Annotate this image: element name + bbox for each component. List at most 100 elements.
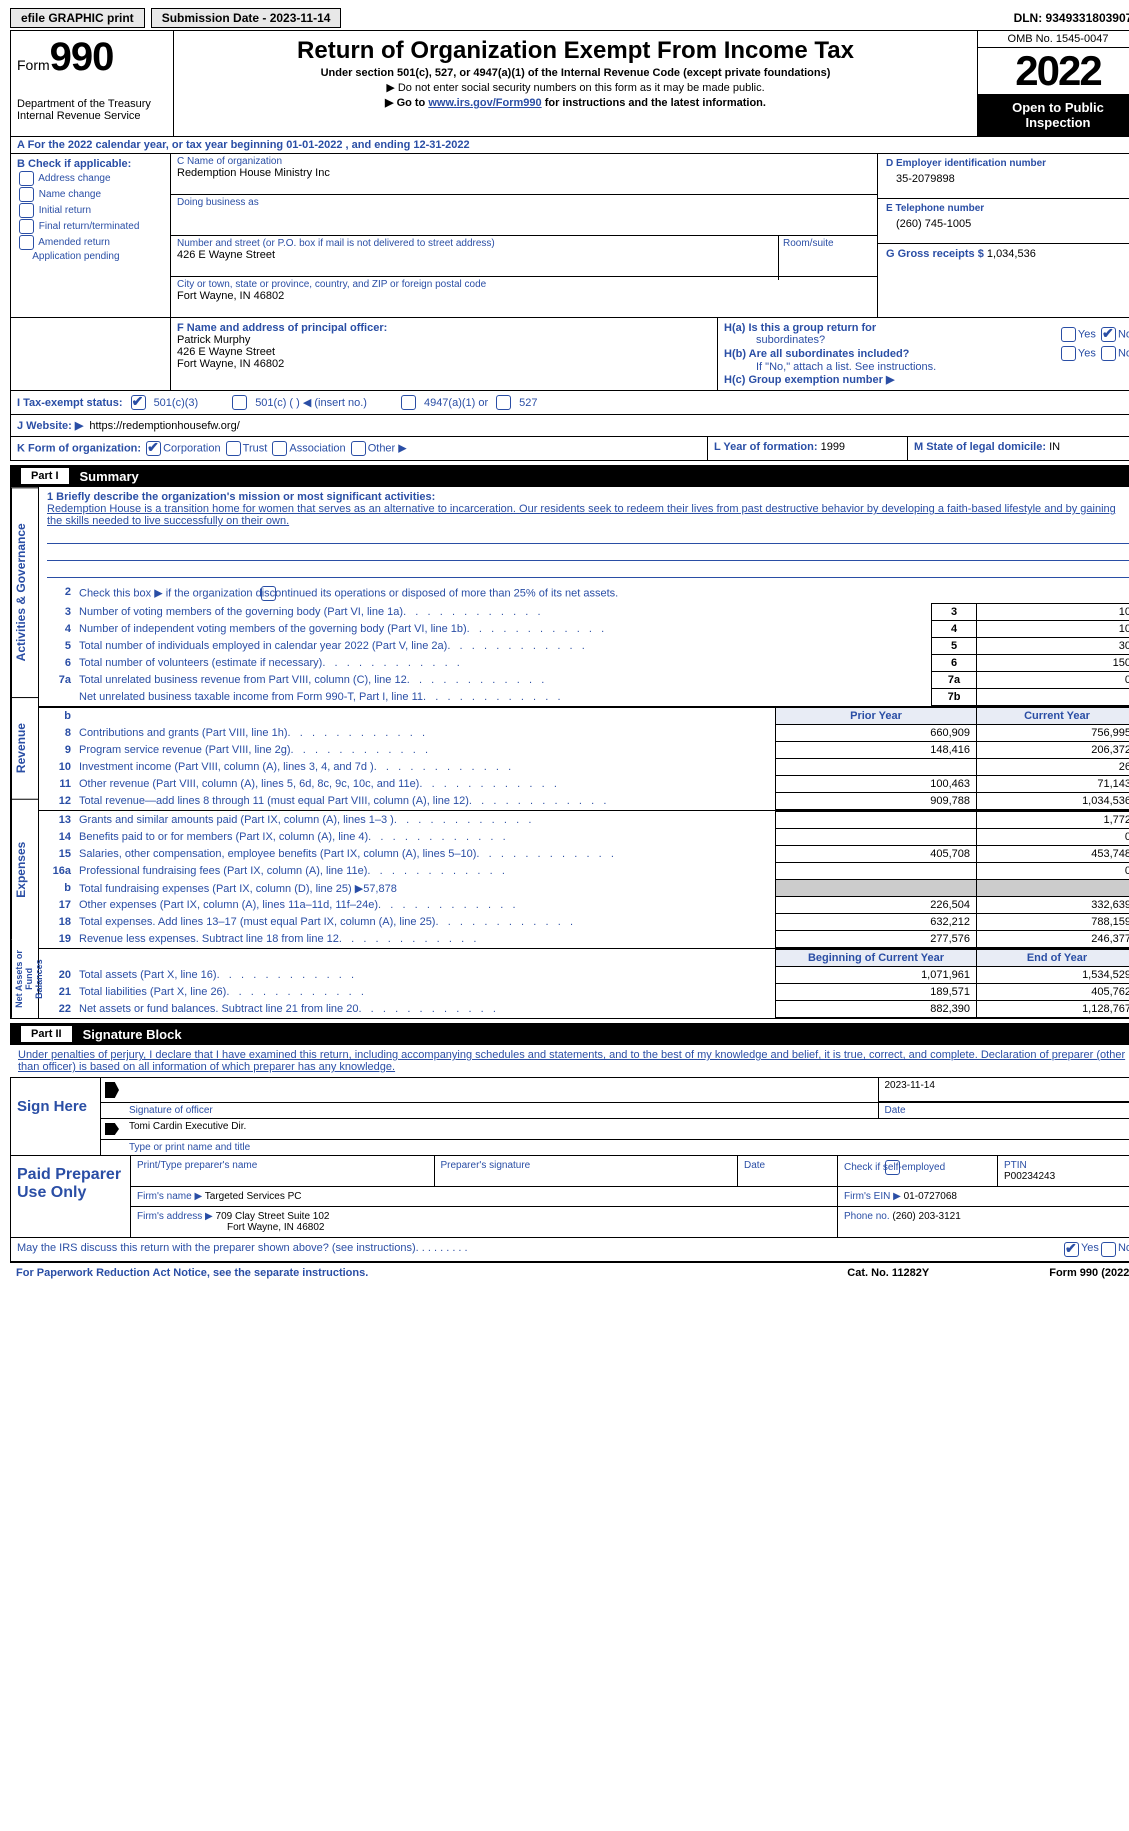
street-value: 426 E Wayne Street: [177, 249, 275, 261]
line2-check[interactable]: [261, 586, 276, 601]
officer-name: Patrick Murphy: [177, 334, 711, 346]
firm-ein-value: 01-0727068: [904, 1191, 957, 1202]
side-netassets: Net Assets or Fund Balances: [11, 940, 38, 1018]
table-row: b Total fundraising expenses (Part IX, c…: [39, 880, 1129, 897]
check-amended-label: Amended return: [38, 237, 110, 248]
check-trust[interactable]: [226, 441, 241, 456]
may-irs-row: May the IRS discuss this return with the…: [10, 1238, 1129, 1262]
check-corp[interactable]: [146, 441, 161, 456]
table-row: 12 Total revenue—add lines 8 through 11 …: [39, 793, 1129, 810]
check-name-label: Name change: [39, 189, 101, 200]
table-row: 7a Total unrelated business revenue from…: [39, 672, 1129, 689]
may-yes-check[interactable]: [1064, 1242, 1079, 1257]
firm-ein-label: Firm's EIN ▶: [844, 1191, 901, 1202]
goto-pre: ▶ Go to: [385, 97, 428, 109]
tax-year: 2022: [978, 48, 1129, 94]
revenue-table: b Prior Year Current Year 8 Contribution…: [39, 707, 1129, 810]
section-a-year: A For the 2022 calendar year, or tax yea…: [10, 137, 1129, 154]
blank-line1: [47, 529, 1129, 544]
dept-treasury: Department of the Treasury: [17, 98, 167, 110]
table-row: 8 Contributions and grants (Part VIII, l…: [39, 725, 1129, 742]
website-value: https://redemptionhousefw.org/: [89, 420, 239, 432]
firm-addr1: 709 Clay Street Suite 102: [216, 1211, 330, 1222]
box-k-label: K Form of organization:: [17, 442, 141, 454]
officer-group-row: F Name and address of principal officer:…: [10, 318, 1129, 391]
ha-yes-check[interactable]: [1061, 327, 1076, 342]
check-initial[interactable]: Initial return: [17, 203, 164, 218]
part1-body: Activities & Governance Revenue Expenses…: [10, 487, 1129, 1019]
check-pending-label: Application pending: [32, 251, 119, 262]
table-row: 17 Other expenses (Part IX, column (A), …: [39, 897, 1129, 914]
dln-text: DLN: 93493318039073: [1014, 11, 1129, 25]
check-address[interactable]: Address change: [17, 171, 164, 186]
opt-501c: 501(c) ( ) ◀ (insert no.): [255, 396, 367, 409]
check-name[interactable]: Name change: [17, 187, 164, 202]
table-row: 14 Benefits paid to or for members (Part…: [39, 829, 1129, 846]
ha-no-check[interactable]: [1101, 327, 1116, 342]
check-other[interactable]: [351, 441, 366, 456]
firm-addr-label: Firm's address ▶: [137, 1211, 213, 1222]
hb-no-check[interactable]: [1101, 346, 1116, 361]
blank-line2: [47, 546, 1129, 561]
dba-label: Doing business as: [177, 197, 871, 208]
form-subtitle: Under section 501(c), 527, or 4947(a)(1)…: [184, 67, 967, 79]
dots: . . . . . . . . .: [416, 1242, 1062, 1257]
check-selfemployed[interactable]: [885, 1160, 900, 1175]
table-row: 4 Number of independent voting members o…: [39, 621, 1129, 638]
note-ssn: ▶ Do not enter social security numbers o…: [184, 81, 967, 94]
hb-yes-check[interactable]: [1061, 346, 1076, 361]
top-bar: efile GRAPHIC print Submission Date - 20…: [10, 8, 1129, 31]
sig-date-value: 2023-11-14: [879, 1078, 1129, 1102]
table-row: 3 Number of voting members of the govern…: [39, 604, 1129, 621]
col-prior: Prior Year: [776, 708, 977, 725]
prep-sig-label: Preparer's signature: [435, 1156, 739, 1186]
check-amended[interactable]: Amended return: [17, 235, 164, 250]
col-begin: Beginning of Current Year: [776, 950, 977, 967]
table-row: 9 Program service revenue (Part VIII, li…: [39, 742, 1129, 759]
paid-preparer-block: Paid Preparer Use Only Print/Type prepar…: [10, 1156, 1129, 1238]
table-row: 15 Salaries, other compensation, employe…: [39, 846, 1129, 863]
may-yes-label: Yes: [1081, 1242, 1099, 1257]
room-suite-label: Room/suite: [778, 236, 877, 280]
may-irs-text: May the IRS discuss this return with the…: [17, 1242, 416, 1257]
side-expenses: Expenses: [11, 799, 38, 940]
check-4947[interactable]: [401, 395, 416, 410]
sig-officer-label: Signature of officer: [123, 1103, 879, 1118]
note-goto: ▶ Go to www.irs.gov/Form990 for instruct…: [184, 96, 967, 109]
check-final[interactable]: Final return/terminated: [17, 219, 164, 234]
check-initial-label: Initial return: [39, 205, 91, 216]
self-employed: Check if self-employed: [838, 1156, 998, 1186]
check-501c3[interactable]: [131, 395, 146, 410]
firm-phone-value: (260) 203-3121: [892, 1211, 960, 1222]
paid-preparer-label: Paid Preparer Use Only: [11, 1156, 131, 1237]
open-public-badge: Open to Public Inspection: [978, 94, 1129, 136]
check-527[interactable]: [496, 395, 511, 410]
check-pending[interactable]: Application pending: [17, 251, 164, 262]
efile-button[interactable]: efile GRAPHIC print: [10, 8, 145, 28]
opt-527: 527: [519, 397, 537, 409]
goto-post: for instructions and the latest informat…: [542, 97, 766, 109]
ein-value: 35-2079898: [886, 169, 1129, 189]
firm-name-value: Targeted Services PC: [205, 1191, 302, 1202]
check-assoc[interactable]: [272, 441, 287, 456]
may-no-check[interactable]: [1101, 1242, 1116, 1257]
mission-text: Redemption House is a transition home fo…: [47, 503, 1129, 527]
table-row: 19 Revenue less expenses. Subtract line …: [39, 931, 1129, 948]
check-501c[interactable]: [232, 395, 247, 410]
city-label: City or town, state or province, country…: [177, 279, 871, 290]
submission-button[interactable]: Submission Date - 2023-11-14: [151, 8, 342, 28]
footer-right: Form 990 (2022): [1049, 1267, 1129, 1279]
table-row: 18 Total expenses. Add lines 13–17 (must…: [39, 914, 1129, 931]
may-no-label: No: [1118, 1242, 1129, 1257]
irs-link[interactable]: www.irs.gov/Form990: [428, 97, 541, 109]
expenses-table: 13 Grants and similar amounts paid (Part…: [39, 811, 1129, 948]
firm-name-label: Firm's name ▶: [137, 1191, 202, 1202]
arrow-icon2: [105, 1123, 119, 1135]
box-j-label: J Website: ▶: [17, 419, 83, 432]
yes-label2: Yes: [1078, 347, 1096, 359]
officer-street: 426 E Wayne Street: [177, 346, 711, 358]
table-row: 5 Total number of individuals employed i…: [39, 638, 1129, 655]
table-row: Net unrelated business taxable income fr…: [39, 689, 1129, 706]
opt-4947: 4947(a)(1) or: [424, 397, 488, 409]
prep-name-label: Print/Type preparer's name: [131, 1156, 435, 1186]
